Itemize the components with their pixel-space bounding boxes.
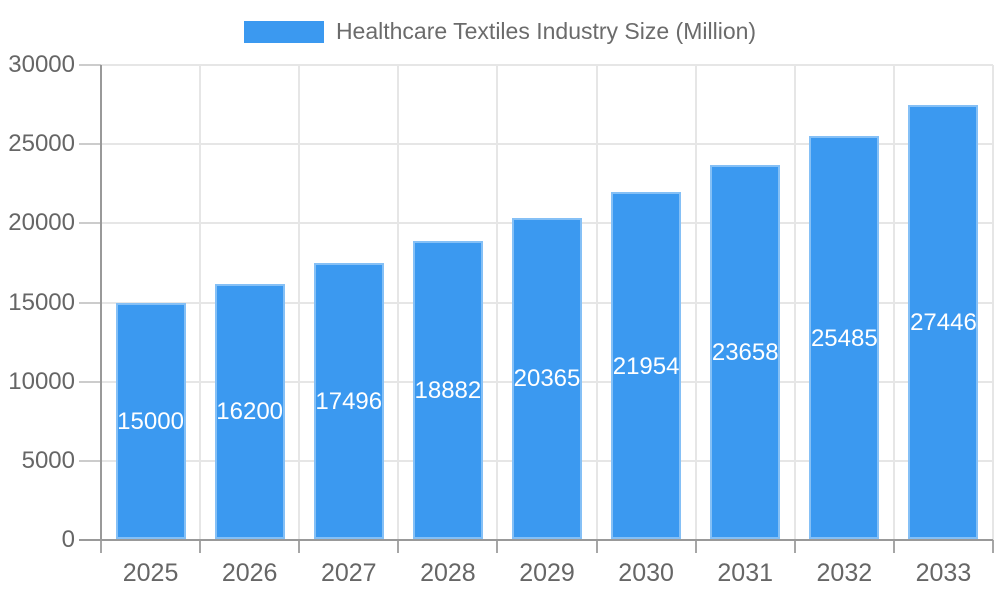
x-axis-tick: [496, 540, 499, 553]
gridline-vertical: [992, 65, 994, 540]
x-axis-tick: [397, 540, 400, 553]
bar-value-label: 15000: [117, 407, 184, 435]
x-axis-tick: [992, 540, 994, 553]
bar-value-label: 27446: [910, 309, 977, 337]
legend-swatch: [243, 20, 324, 43]
bar[interactable]: 17496: [313, 262, 384, 539]
gridline-vertical: [199, 65, 202, 540]
gridline-vertical: [298, 65, 301, 540]
y-axis-label: 15000: [8, 288, 75, 316]
gridline-vertical: [595, 65, 598, 540]
bar[interactable]: 20365: [512, 217, 582, 539]
bar-value-label: 20365: [513, 365, 581, 393]
bar-value-label: 17496: [315, 387, 383, 415]
bar[interactable]: 16200: [214, 283, 285, 539]
x-axis-tick: [100, 540, 102, 553]
bar[interactable]: 27446: [908, 105, 979, 539]
gridline-vertical: [892, 65, 895, 540]
x-axis-label: 2032: [816, 559, 873, 587]
x-axis-label: 2028: [420, 559, 476, 587]
bar-value-label: 23658: [711, 339, 779, 367]
x-axis-label: 2029: [519, 559, 575, 587]
y-axis-tick: [79, 143, 101, 146]
y-axis-label: 20000: [8, 209, 75, 237]
gridline-horizontal: [101, 143, 993, 146]
x-axis-tick: [298, 540, 301, 553]
bar-value-label: 16200: [216, 398, 284, 426]
bar-value-label: 18882: [414, 377, 482, 404]
y-axis-label: 0: [61, 526, 75, 553]
bar[interactable]: 21954: [611, 192, 682, 539]
bar[interactable]: 25485: [809, 136, 880, 539]
x-axis-label: 2025: [122, 559, 179, 587]
y-axis-tick: [79, 380, 101, 383]
y-axis-tick: [79, 64, 101, 66]
bar[interactable]: 18882: [412, 241, 483, 539]
bar[interactable]: 15000: [115, 302, 186, 539]
gridline-vertical: [793, 65, 796, 540]
bar-value-label: 21954: [612, 352, 680, 380]
x-axis-label: 2030: [618, 559, 674, 587]
y-axis-line: [100, 65, 102, 540]
x-axis-label: 2031: [717, 559, 774, 587]
gridline-vertical: [694, 65, 697, 540]
y-axis-label: 25000: [8, 130, 75, 158]
gridline-horizontal: [101, 64, 993, 66]
legend[interactable]: Healthcare Textiles Industry Size (Milli…: [0, 18, 1000, 45]
y-axis-tick: [79, 301, 101, 304]
x-axis-line: [79, 539, 993, 541]
legend-label: Healthcare Textiles Industry Size (Milli…: [335, 18, 757, 44]
x-axis-label: 2026: [221, 559, 278, 587]
x-axis-label: 2027: [320, 559, 377, 587]
bar[interactable]: 23658: [710, 165, 781, 539]
x-axis-tick: [694, 540, 697, 553]
x-axis-label: 2033: [915, 559, 972, 587]
bar-value-label: 25485: [810, 324, 878, 352]
x-axis-tick: [892, 540, 895, 553]
y-axis-tick: [79, 222, 101, 225]
x-axis-tick: [595, 540, 598, 553]
y-axis-label: 10000: [8, 367, 75, 395]
x-axis-tick: [793, 540, 796, 553]
y-axis-label: 30000: [8, 51, 75, 78]
gridline-vertical: [397, 65, 400, 540]
y-axis-label: 5000: [21, 446, 75, 474]
x-axis-tick: [199, 540, 202, 553]
y-axis-tick: [79, 459, 101, 462]
gridline-vertical: [496, 65, 499, 540]
